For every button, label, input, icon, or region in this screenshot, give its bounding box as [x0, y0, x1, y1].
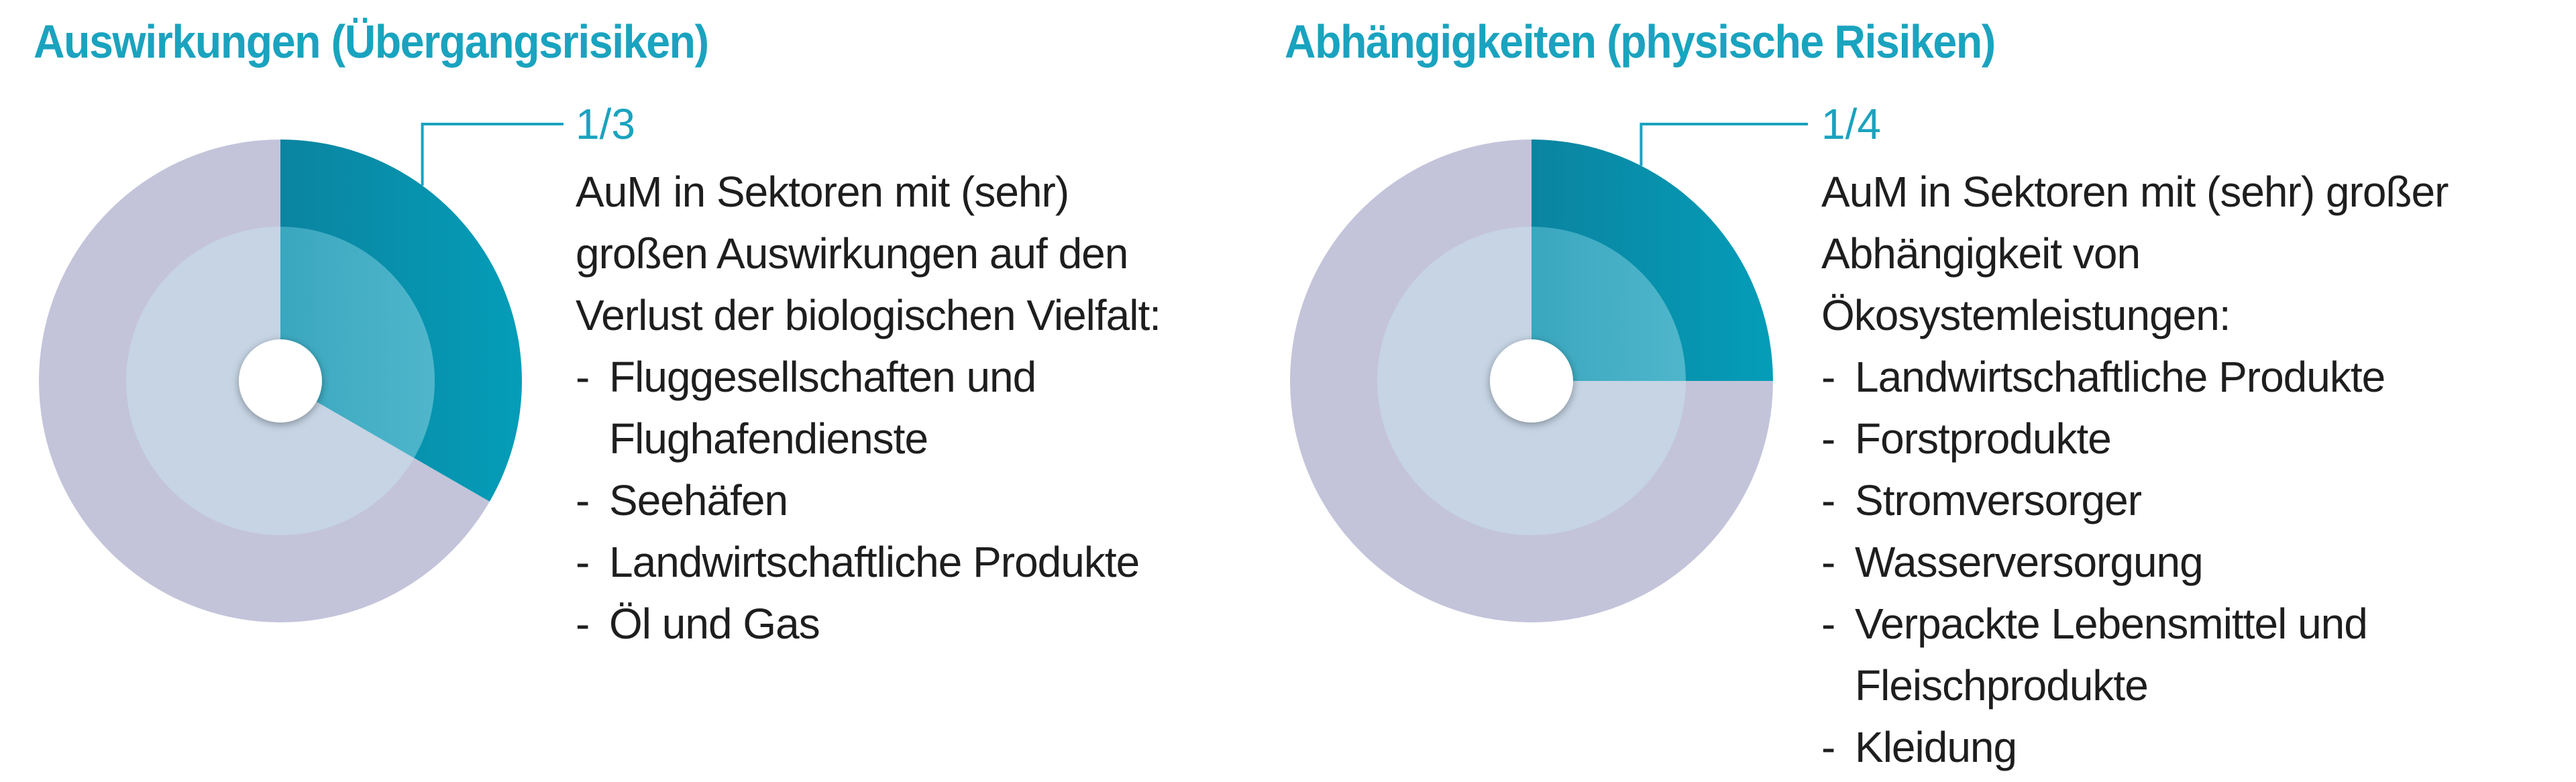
pie-chart-abhaengigkeiten — [1290, 123, 1808, 622]
list-item: Forstprodukte — [1821, 408, 2559, 469]
chart-title: Abhängigkeiten (physische Risiken) — [1285, 15, 1996, 68]
list-item: Landwirtschaftliche Produkte — [1821, 346, 2559, 408]
sector-list: Fluggesellschaften und Flughafendienste … — [576, 346, 1246, 655]
list-item: Wasserversorgung — [1821, 531, 2559, 593]
list-item: Verpackte Lebensmittel und Fleischproduk… — [1821, 593, 2499, 716]
list-item: Öl und Gas — [576, 593, 1246, 655]
sector-list: Landwirtschaftliche Produkte Forstproduk… — [1821, 346, 2559, 778]
chart-title: Auswirkungen (Übergangsrisiken) — [34, 15, 709, 68]
list-item: Fluggesellschaften und Flughafendienste — [576, 346, 1079, 469]
leader-line — [1640, 123, 1808, 166]
pie-chart-auswirkungen — [39, 123, 564, 623]
list-item: Kleidung — [1821, 716, 2559, 778]
list-item: Seehäfen — [576, 469, 1246, 531]
pie-center-hole — [1490, 339, 1573, 423]
list-item: Stromversorger — [1821, 469, 2559, 531]
list-item: Landwirtschaftliche Produkte — [576, 531, 1246, 593]
chart-panel-abhaengigkeiten: Abhängigkeiten (physische Risiken) 1/4 A… — [1285, 0, 2576, 782]
pie-slice-highlight-inner — [280, 227, 435, 458]
pie-slice-highlight-inner — [1532, 227, 1686, 381]
leader-line — [421, 123, 564, 186]
chart-panel-auswirkungen: Auswirkungen (Übergangsrisiken) 1/3 AuM … — [34, 0, 1241, 782]
pie-center-hole — [239, 339, 322, 423]
fraction-label: 1/4 — [1821, 100, 1881, 148]
chart-description: AuM in Sektoren mit (sehr) großer Abhäng… — [1821, 168, 2449, 339]
fraction-label: 1/3 — [576, 100, 635, 148]
chart-description: AuM in Sektoren mit (sehr) großen Auswir… — [576, 168, 1161, 339]
